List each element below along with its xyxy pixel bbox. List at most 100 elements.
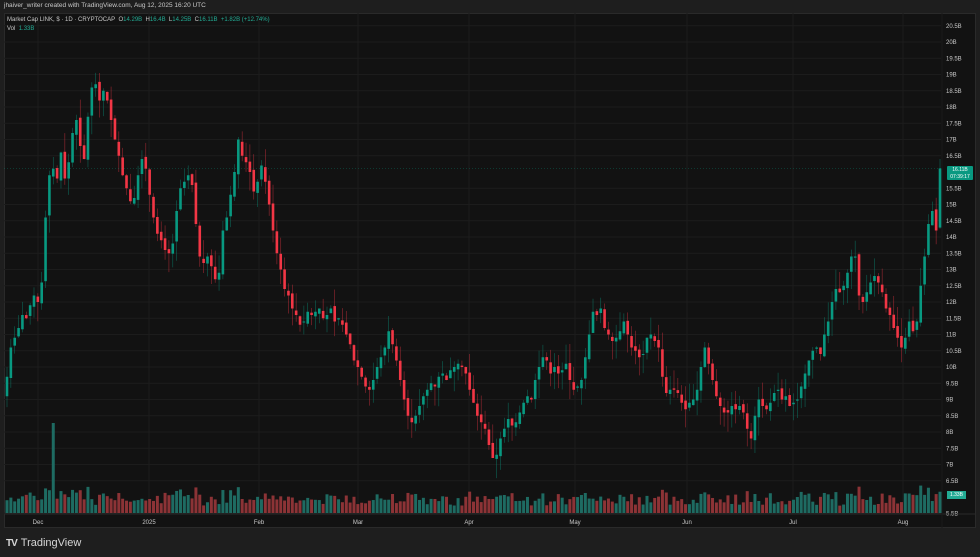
volume-bar (711, 497, 715, 513)
volume-bar (51, 423, 55, 513)
candle (880, 284, 884, 293)
volume-bar (90, 499, 94, 513)
candle (869, 282, 872, 295)
candle (595, 311, 599, 315)
candle (63, 151, 67, 179)
candle (441, 373, 444, 376)
volume-bar (595, 500, 599, 513)
volume-bar (410, 494, 414, 513)
volume-bar (136, 500, 140, 513)
y-tick-label: 15B (946, 203, 957, 209)
candle (186, 175, 190, 181)
volume-bar (221, 490, 225, 513)
volume-bar (452, 505, 456, 513)
x-tick-label: Jul (789, 520, 797, 526)
candle (472, 388, 475, 403)
candle (830, 302, 834, 320)
volume-bar (768, 493, 772, 513)
candle (190, 174, 194, 185)
volume-bar (67, 497, 71, 513)
volume-bar (236, 487, 240, 513)
candle (838, 288, 842, 293)
candle (117, 141, 121, 156)
volume-bar (903, 493, 907, 513)
volume-bar (568, 499, 572, 513)
candle (48, 175, 51, 216)
y-tick-label: 7.5B (946, 446, 958, 452)
volume-bar (892, 497, 896, 513)
candle (634, 346, 637, 351)
candle (348, 333, 352, 345)
candle (514, 422, 518, 428)
candle (360, 367, 363, 377)
x-tick-label: Feb (254, 520, 265, 526)
attribution-text: jhaiver_writer created with TradingView.… (4, 2, 206, 9)
volume-bar (660, 489, 664, 513)
volume-bar (441, 496, 445, 513)
candle (738, 406, 741, 410)
volume-bar (807, 493, 811, 513)
candle (715, 381, 718, 397)
volume-bar (668, 504, 672, 513)
y-tick-label: 8B (946, 430, 953, 436)
volume-bar (822, 492, 826, 513)
candle (718, 397, 722, 406)
volume-bar (472, 501, 475, 513)
volume-bar (421, 497, 425, 513)
close-value: 16.11B (198, 17, 218, 23)
volume-bar (788, 500, 792, 513)
volume-bar (40, 499, 44, 513)
volume-bar (757, 501, 761, 513)
y-tick-label: 9B (946, 398, 953, 404)
y-tick-label: 18.5B (946, 89, 962, 95)
volume-bar (923, 494, 927, 513)
candle (105, 91, 109, 101)
candle (850, 256, 853, 272)
volume-bar (425, 504, 429, 513)
candle (684, 400, 687, 410)
volume-bar (171, 494, 175, 513)
volume-bar (865, 499, 869, 513)
candle (483, 423, 487, 429)
low-value: 14.25B (172, 17, 192, 23)
candle (788, 395, 791, 406)
candle (680, 394, 683, 403)
volume-bar (541, 493, 545, 513)
volume-bar (915, 495, 919, 513)
candle (545, 357, 549, 361)
candle (699, 367, 703, 391)
volume-bar (811, 501, 815, 513)
volume-bar (252, 499, 256, 513)
candle (541, 357, 545, 367)
candle (765, 405, 768, 410)
candle (896, 326, 899, 338)
volume-bar (830, 499, 834, 513)
candle (410, 417, 414, 423)
y-tick-label: 19.5B (946, 56, 962, 62)
volume-bar (896, 503, 900, 513)
candlestick-chart[interactable]: 20.5B 20B 19.5B 19B 18.5B 18B 17.5B 17B 16.5B 15.… (4, 13, 976, 528)
volume-bar (587, 498, 591, 513)
candle (568, 363, 572, 380)
volume-bar (340, 502, 344, 513)
candle (298, 316, 302, 325)
candle (202, 258, 205, 263)
candle (506, 419, 510, 428)
high-value: 16.4B (149, 17, 166, 23)
volume-bar (529, 505, 533, 513)
candle (857, 254, 861, 296)
volume-bar (24, 494, 28, 513)
candle (668, 389, 672, 395)
tradingview-brand[interactable]: TV TradingView (6, 537, 81, 549)
volume-bar (522, 500, 526, 513)
candle (649, 334, 653, 339)
volume-bar (78, 490, 82, 513)
candle (17, 328, 20, 337)
volume-bar (140, 498, 144, 513)
volume-bar (101, 493, 105, 513)
candle (206, 256, 209, 264)
candle (44, 217, 47, 282)
y-tick-label: 13.5B (946, 251, 962, 257)
candle (302, 321, 306, 323)
volume-bar (275, 499, 279, 513)
